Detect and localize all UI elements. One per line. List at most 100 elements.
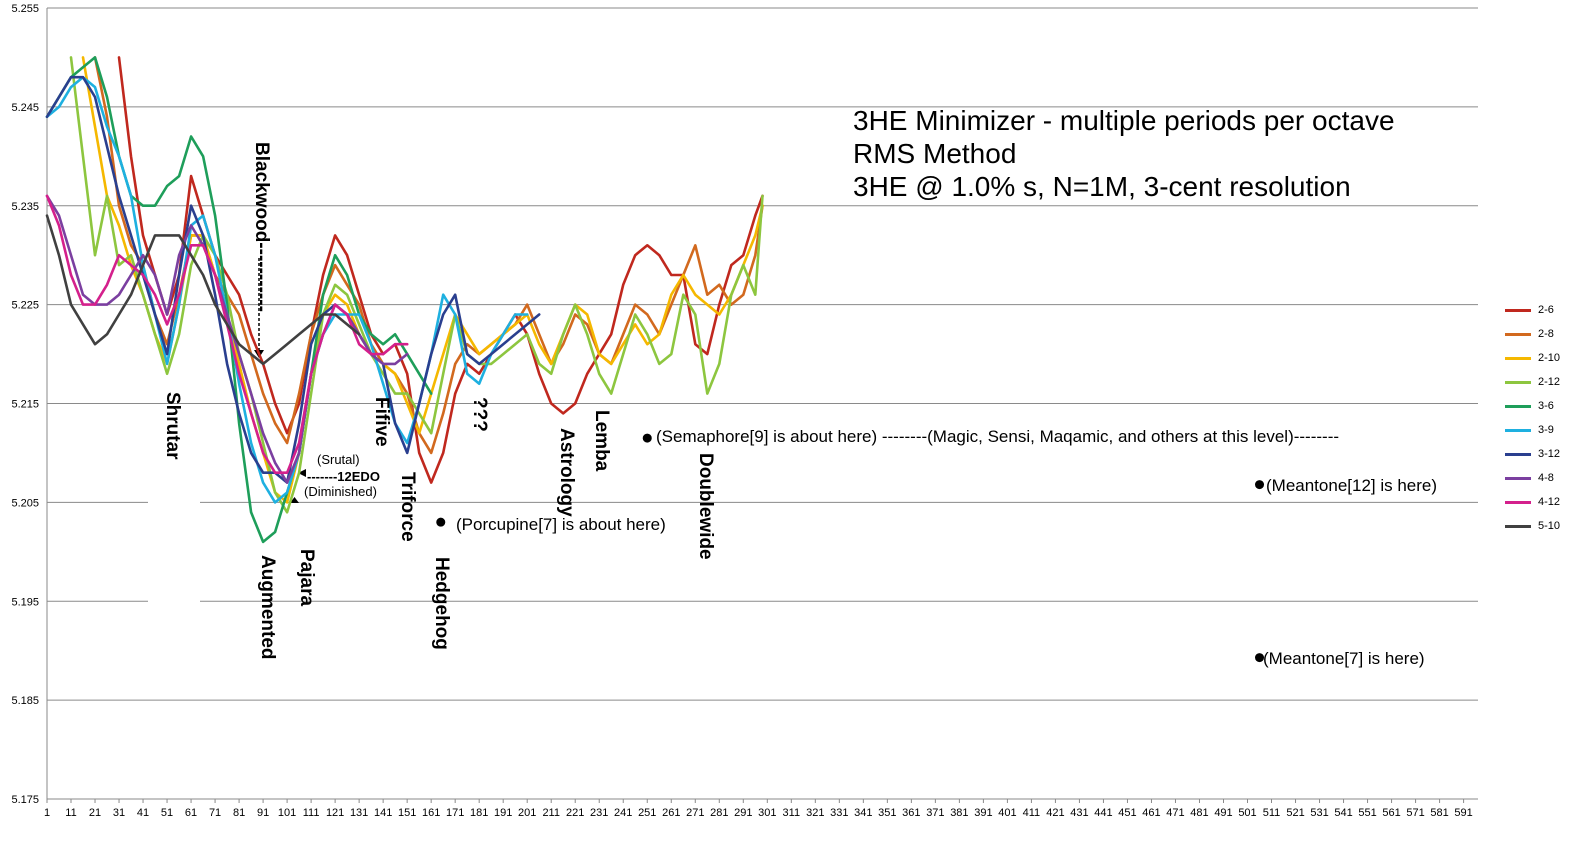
augmented-arrowhead xyxy=(290,497,299,503)
x-tick-label: 251 xyxy=(638,807,656,819)
x-tick-label: 131 xyxy=(350,807,368,819)
point-marker xyxy=(642,433,652,443)
x-tick-label: 431 xyxy=(1070,807,1088,819)
x-tick-label: 581 xyxy=(1430,807,1448,819)
x-tick-label: 531 xyxy=(1310,807,1328,819)
legend-item: 2-8 xyxy=(1505,322,1560,346)
x-tick-label: 411 xyxy=(1023,807,1041,819)
label-shrutar: Shrutar xyxy=(162,392,183,460)
legend-label: 3-9 xyxy=(1538,424,1554,436)
x-tick-label: 291 xyxy=(734,807,752,819)
x-tick-label: 141 xyxy=(374,807,392,819)
label-augmented: Augmented xyxy=(257,555,278,660)
label-triforce: Triforce xyxy=(397,472,418,542)
chart-subtitle-line-2: 3HE @ 1.0% s, N=1M, 3-cent resolution xyxy=(853,171,1351,202)
12edo-arrowhead xyxy=(298,469,306,477)
legend: 2-6 2-8 2-10 2-12 3-6 3-9 3-12 4-8 4-12 5-10 xyxy=(1505,298,1560,538)
legend-swatch xyxy=(1505,500,1531,504)
x-tick-label: 31 xyxy=(113,807,125,819)
point-marker xyxy=(436,517,446,527)
legend-swatch xyxy=(1505,404,1531,408)
legend-label: 3-6 xyxy=(1538,400,1554,412)
x-tick-label: 361 xyxy=(902,807,920,819)
x-tick-label: 351 xyxy=(878,807,896,819)
x-tick-label: 491 xyxy=(1214,807,1232,819)
legend-label: 2-8 xyxy=(1538,328,1554,340)
legend-item: 4-12 xyxy=(1505,490,1560,514)
point-markers xyxy=(436,433,1265,663)
series-line-2-6 xyxy=(117,56,764,484)
label-srutal: (Srutal) xyxy=(317,452,360,467)
series-line-4-12 xyxy=(45,194,409,475)
x-tick-label: 271 xyxy=(686,807,704,819)
x-tick-label: 221 xyxy=(566,807,584,819)
x-tick-label: 41 xyxy=(137,807,149,819)
axes: 5.175 5.185 5.195 5.205 5.215 5.225 5.235 5.245… xyxy=(11,3,1478,819)
label-hedgehog: Hedgehog xyxy=(431,557,452,650)
y-tick-label: 5.255 xyxy=(11,3,39,15)
series-line-3-6 xyxy=(45,56,433,544)
chart-title-block: 3HE Minimizer - multiple periods per oct… xyxy=(853,104,1395,203)
x-tick-label: 91 xyxy=(257,807,269,819)
label-meantone7: (Meantone[7] is here) xyxy=(1263,649,1425,668)
legend-swatch xyxy=(1505,524,1531,528)
gridline-gap xyxy=(148,501,200,505)
point-marker xyxy=(1255,480,1265,490)
legend-label: 4-8 xyxy=(1538,472,1554,484)
point-marker xyxy=(1255,653,1265,663)
legend-item: 2-12 xyxy=(1505,370,1560,394)
label-12edo: -------12EDO xyxy=(307,469,380,484)
y-tick-label: 5.235 xyxy=(11,201,39,213)
legend-swatch xyxy=(1505,428,1531,432)
legend-label: 2-10 xyxy=(1538,352,1561,364)
x-tick-label: 51 xyxy=(161,807,173,819)
x-tick-label: 501 xyxy=(1238,807,1256,819)
x-tick-label: 161 xyxy=(422,807,440,819)
x-tick-label: 471 xyxy=(1166,807,1184,819)
x-tick-label: 211 xyxy=(542,807,560,819)
x-tick-label: 121 xyxy=(326,807,344,819)
legend-label: 2-12 xyxy=(1538,376,1561,388)
legend-item: 3-9 xyxy=(1505,418,1560,442)
series-line-5-10 xyxy=(45,214,361,366)
x-tick-label: 1 xyxy=(44,807,50,819)
label-qqq: ??? xyxy=(469,397,490,432)
legend-swatch xyxy=(1505,476,1531,480)
x-tick-label: 461 xyxy=(1142,807,1160,819)
series-line-3-12 xyxy=(45,75,541,484)
x-tick-label: 451 xyxy=(1118,807,1136,819)
label-blackwood: Blackwood----------- xyxy=(251,142,272,312)
legend-swatch xyxy=(1505,380,1531,384)
x-tick-label: 481 xyxy=(1190,807,1208,819)
legend-label: 5-10 xyxy=(1538,520,1561,532)
x-tick-label: 61 xyxy=(185,807,197,819)
label-fifive: Fifive xyxy=(371,397,392,447)
label-astrology: Astrology xyxy=(556,428,577,517)
label-doublewide: Doublewide xyxy=(695,453,716,560)
label-porcupine: (Porcupine[7] is about here) xyxy=(456,515,666,534)
y-tick-label: 5.245 xyxy=(11,102,39,114)
y-tick-label: 5.195 xyxy=(11,596,39,608)
x-tick-label: 201 xyxy=(518,807,536,819)
x-tick-label: 81 xyxy=(233,807,245,819)
y-tick-label: 5.185 xyxy=(11,695,39,707)
legend-swatch xyxy=(1505,332,1531,336)
x-tick-label: 591 xyxy=(1454,807,1472,819)
x-tick-label: 391 xyxy=(974,807,992,819)
x-tick-label: 191 xyxy=(494,807,512,819)
legend-swatch xyxy=(1505,356,1531,360)
x-tick-label: 151 xyxy=(398,807,416,819)
x-tick-label: 331 xyxy=(830,807,848,819)
x-tick-label: 11 xyxy=(65,807,76,819)
x-tick-label: 541 xyxy=(1334,807,1352,819)
x-tick-label: 231 xyxy=(590,807,608,819)
y-tick-label: 5.225 xyxy=(11,300,39,312)
label-meantone12: (Meantone[12] is here) xyxy=(1266,476,1438,495)
label-pajara: Pajara xyxy=(296,549,317,607)
x-tick-label: 521 xyxy=(1286,807,1304,819)
x-tick-label: 321 xyxy=(806,807,824,819)
legend-label: 4-12 xyxy=(1538,496,1561,508)
x-tick-label: 381 xyxy=(950,807,968,819)
x-tick-label: 171 xyxy=(446,807,464,819)
